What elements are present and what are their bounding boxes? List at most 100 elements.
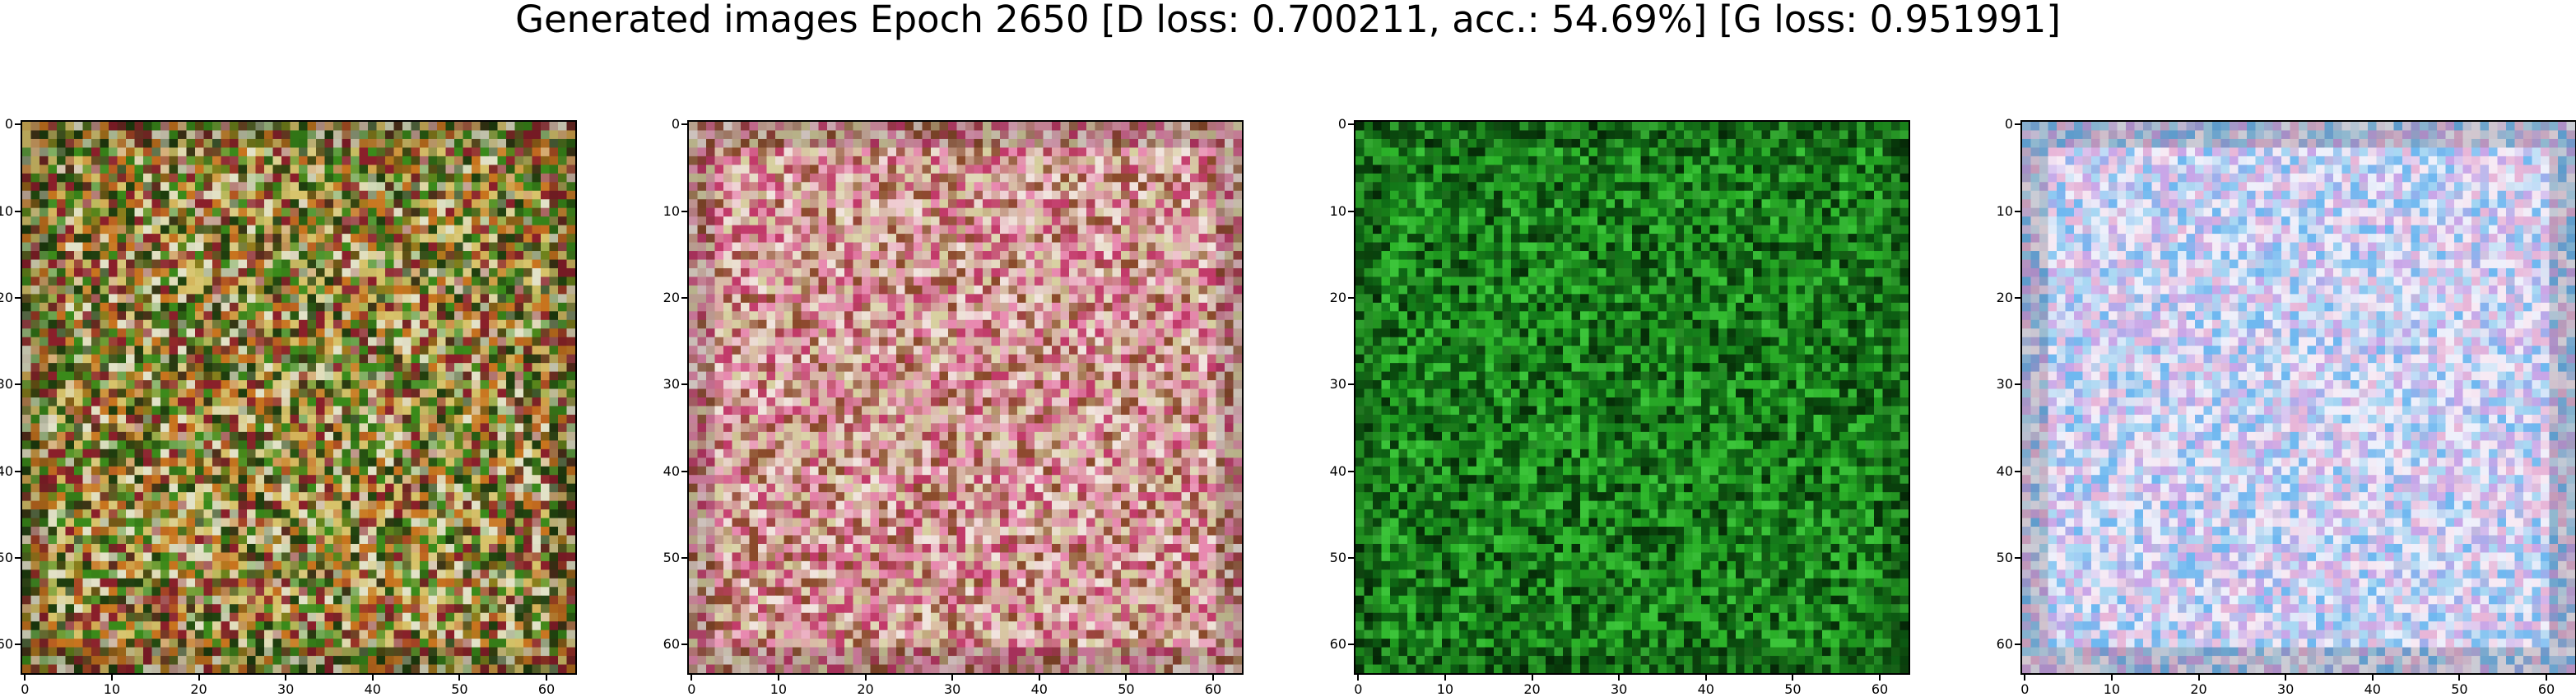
y-tick-mark [2015,471,2020,472]
y-tick-mark [681,383,687,385]
x-tick-mark [2458,675,2460,681]
y-tick-label: 10 [0,205,13,218]
x-tick-label: 40 [1023,683,1056,696]
x-tick-mark [285,675,286,681]
x-tick-label: 50 [1776,683,1809,696]
x-tick-mark [2111,675,2113,681]
x-tick-label: 60 [1197,683,1230,696]
x-tick-label: 50 [2443,683,2476,696]
y-tick-label: 0 [1983,118,2013,131]
x-tick-label: 20 [2183,683,2216,696]
y-tick-label: 30 [650,378,680,391]
generated-sample-1 [21,120,577,675]
generated-sample-2 [687,120,1244,675]
y-tick-mark [2015,297,2020,299]
y-tick-mark [681,644,687,645]
y-tick-mark [2015,383,2020,385]
x-tick-label: 40 [356,683,389,696]
y-tick-mark [681,471,687,472]
y-tick-mark [1348,644,1354,645]
x-tick-mark [1444,675,1446,681]
y-tick-mark [681,123,687,125]
y-tick-mark [15,123,21,125]
y-tick-mark [15,211,21,212]
y-tick-label: 0 [650,118,680,131]
y-tick-label: 10 [650,205,680,218]
x-tick-mark [1212,675,1214,681]
x-tick-mark [1039,675,1040,681]
x-tick-label: 30 [269,683,302,696]
x-tick-mark [458,675,460,681]
x-tick-mark [372,675,374,681]
y-tick-mark [681,297,687,299]
x-tick-label: 10 [95,683,128,696]
x-tick-label: 50 [443,683,476,696]
x-tick-label: 20 [183,683,216,696]
y-tick-label: 50 [1317,551,1346,565]
y-tick-mark [2015,644,2020,645]
y-tick-mark [1348,297,1354,299]
y-tick-mark [1348,383,1354,385]
x-tick-label: 10 [1429,683,1462,696]
x-tick-mark [865,675,867,681]
x-tick-mark [2546,675,2547,681]
x-tick-mark [951,675,953,681]
pixel-image [2022,122,2575,673]
x-tick-mark [546,675,547,681]
y-tick-label: 60 [1317,638,1346,651]
y-tick-label: 30 [1317,378,1346,391]
x-tick-label: 50 [1109,683,1142,696]
x-tick-label: 60 [1863,683,1896,696]
y-tick-mark [681,557,687,559]
x-tick-mark [1618,675,1620,681]
x-tick-label: 10 [2095,683,2128,696]
y-tick-label: 60 [0,638,13,651]
y-tick-label: 10 [1317,205,1346,218]
pixel-image [22,122,575,673]
y-tick-label: 50 [1983,551,2013,565]
y-tick-mark [15,383,21,385]
y-tick-mark [1348,471,1354,472]
y-tick-mark [15,557,21,559]
x-tick-label: 0 [1341,683,1374,696]
x-tick-mark [1532,675,1533,681]
y-tick-mark [2015,557,2020,559]
figure-title: Generated images Epoch 2650 [D loss: 0.7… [0,0,2576,44]
y-tick-label: 50 [0,551,13,565]
x-tick-mark [1792,675,1793,681]
x-tick-mark [1879,675,1881,681]
y-tick-label: 0 [0,118,13,131]
x-tick-mark [1125,675,1127,681]
y-tick-label: 20 [1983,291,2013,304]
y-tick-mark [15,644,21,645]
y-tick-label: 40 [650,465,680,478]
y-tick-mark [1348,211,1354,212]
x-tick-label: 60 [2530,683,2563,696]
x-tick-mark [690,675,692,681]
y-tick-mark [1348,557,1354,559]
x-tick-label: 40 [2356,683,2389,696]
y-tick-label: 30 [1983,378,2013,391]
y-tick-label: 30 [0,378,13,391]
y-tick-mark [15,471,21,472]
x-tick-label: 30 [936,683,969,696]
x-tick-label: 20 [1516,683,1549,696]
x-tick-mark [198,675,200,681]
x-tick-mark [2024,675,2025,681]
x-tick-label: 0 [8,683,41,696]
x-tick-label: 30 [1602,683,1635,696]
y-tick-mark [1348,123,1354,125]
y-tick-mark [2015,123,2020,125]
x-tick-label: 10 [762,683,795,696]
y-tick-label: 60 [1983,638,2013,651]
x-tick-mark [2198,675,2200,681]
x-tick-label: 40 [1690,683,1723,696]
y-tick-mark [681,211,687,212]
x-tick-label: 0 [2008,683,2041,696]
y-tick-label: 0 [1317,118,1346,131]
x-tick-mark [2372,675,2374,681]
y-tick-label: 40 [0,465,13,478]
x-tick-label: 30 [2269,683,2302,696]
